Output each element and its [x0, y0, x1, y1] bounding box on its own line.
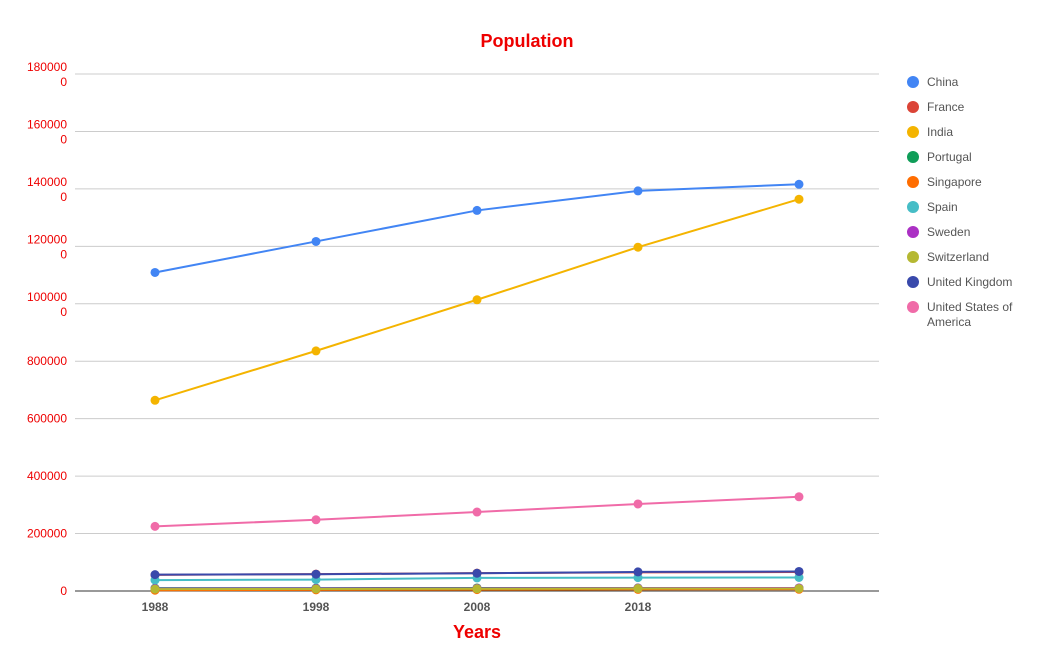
legend-marker — [907, 101, 919, 113]
data-point — [472, 584, 482, 594]
data-point — [633, 186, 643, 196]
data-point — [150, 267, 160, 277]
legend-marker — [907, 176, 919, 188]
legend-marker — [907, 226, 919, 238]
legend-marker — [907, 301, 919, 313]
legend-label: United Kingdom — [927, 275, 1012, 289]
data-point — [472, 568, 482, 578]
legend-item: Spain — [907, 200, 958, 214]
legend-label: France — [927, 100, 965, 114]
x-tick-label: 1988 — [142, 600, 169, 614]
data-point — [311, 346, 321, 356]
legend-marker — [907, 126, 919, 138]
data-point — [150, 570, 160, 580]
data-point — [794, 179, 804, 189]
series-layer — [150, 179, 804, 595]
data-point — [794, 492, 804, 502]
legend-item: United States of America — [907, 300, 1013, 329]
series-india — [150, 194, 804, 405]
data-point — [311, 515, 321, 525]
data-point — [633, 567, 643, 577]
legend-item: India — [907, 125, 953, 139]
data-point — [150, 395, 160, 405]
legend-item: China — [907, 75, 959, 89]
y-tick-label: 140000 0 — [27, 175, 67, 204]
y-tick-label: 100000 0 — [27, 290, 67, 319]
y-tick-label-line: 180000 — [27, 60, 67, 74]
y-tick-label-line: 0 — [60, 132, 67, 146]
data-point — [633, 242, 643, 252]
legend-label: Spain — [927, 200, 958, 214]
legend-marker — [907, 276, 919, 288]
data-point — [633, 584, 643, 594]
y-tick-label: 120000 0 — [27, 232, 67, 261]
legend-label: Singapore — [927, 175, 982, 189]
y-tick-label: 160000 0 — [27, 117, 67, 146]
data-point — [794, 583, 804, 593]
legend-item: France — [907, 100, 965, 114]
legend-label: Portugal — [927, 150, 972, 164]
series-united-states-of-america — [150, 492, 804, 531]
legend-marker — [907, 76, 919, 88]
data-point — [794, 194, 804, 204]
legend-label: Sweden — [927, 225, 970, 239]
y-tick-label: 600000 — [27, 412, 67, 426]
x-axis-title: Years — [453, 622, 501, 642]
data-point — [633, 499, 643, 509]
data-point — [150, 584, 160, 594]
data-point — [794, 566, 804, 576]
y-tick-label: 0 — [60, 584, 67, 598]
x-tick-label: 2018 — [625, 600, 652, 614]
legend-item: Sweden — [907, 225, 970, 239]
legend-item: Switzerland — [907, 250, 989, 264]
y-tick-label-line: 160000 — [27, 117, 67, 131]
y-tick-label: 200000 — [27, 527, 67, 541]
y-tick-label-line: 120000 — [27, 232, 67, 246]
y-tick-label: 400000 — [27, 469, 67, 483]
legend: China France India Portugal Singapore Spain Sw… — [907, 75, 1013, 329]
y-tick-label-line: 0 — [60, 75, 67, 89]
legend-item: United Kingdom — [907, 275, 1012, 289]
legend-item: Portugal — [907, 150, 972, 164]
legend-item: Singapore — [907, 175, 982, 189]
data-point — [311, 569, 321, 579]
x-axis-ticks: 1988 1998 2008 2018 — [142, 600, 652, 614]
legend-label: Switzerland — [927, 250, 989, 264]
y-tick-label: 180000 0 — [27, 60, 67, 89]
y-tick-label-line: 0 — [60, 190, 67, 204]
data-point — [472, 295, 482, 305]
y-tick-label-line: 0 — [60, 305, 67, 319]
y-tick-label-line: 100000 — [27, 290, 67, 304]
series-switzerland — [150, 583, 804, 594]
series-china — [150, 179, 804, 277]
y-tick-label-line: 0 — [60, 247, 67, 261]
chart-title: Population — [481, 31, 574, 51]
data-point — [311, 236, 321, 246]
data-point — [472, 507, 482, 517]
legend-marker — [907, 151, 919, 163]
y-tick-label: 800000 — [27, 354, 67, 368]
data-point — [311, 584, 321, 594]
x-tick-label: 1998 — [303, 600, 330, 614]
legend-label: China — [927, 75, 959, 89]
data-point — [472, 205, 482, 215]
x-tick-label: 2008 — [464, 600, 491, 614]
data-point — [150, 521, 160, 531]
legend-label: India — [927, 125, 953, 139]
y-tick-label-line: 140000 — [27, 175, 67, 189]
series-united-kingdom — [150, 566, 804, 580]
legend-marker — [907, 251, 919, 263]
legend-label: United States of America — [927, 300, 1013, 329]
legend-marker — [907, 201, 919, 213]
